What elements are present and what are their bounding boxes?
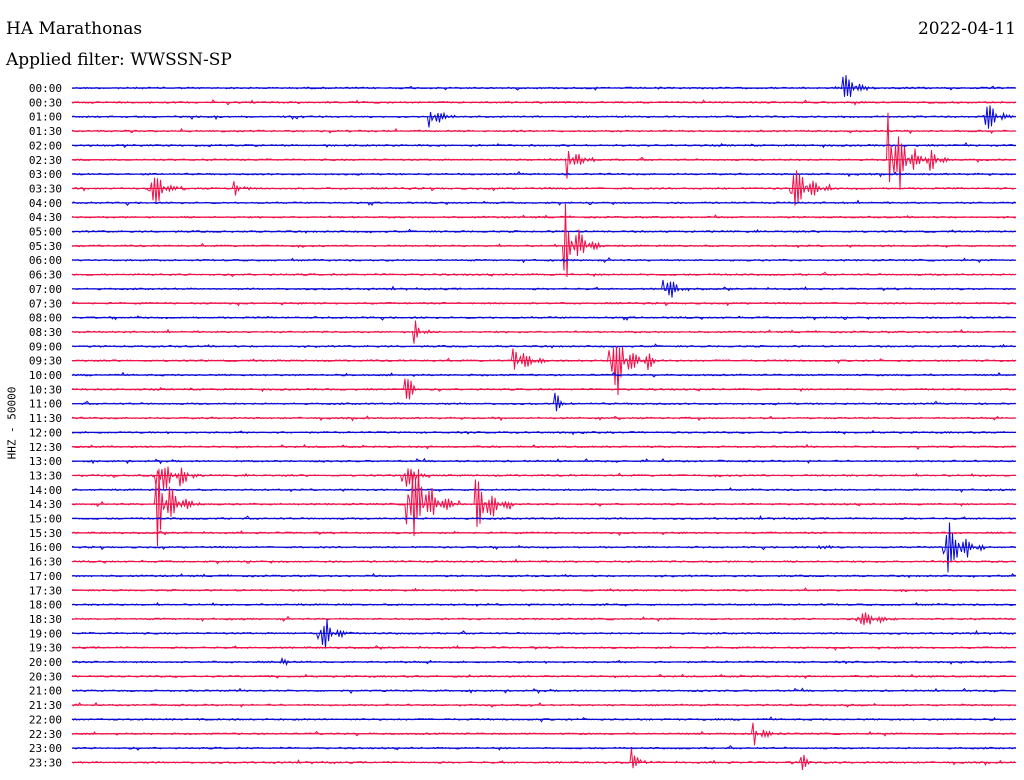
time-label: 04:30: [29, 211, 62, 224]
time-label: 13:00: [29, 455, 62, 468]
time-label: 08:30: [29, 326, 62, 339]
trace-line: [71, 112, 1016, 190]
time-label: 20:30: [29, 670, 62, 683]
time-label: 01:00: [29, 111, 62, 124]
trace-line: [71, 203, 1016, 278]
time-label: 09:00: [29, 340, 62, 353]
time-label: 22:30: [29, 728, 62, 741]
trace-line: [71, 466, 1016, 490]
time-label: 03:00: [29, 168, 62, 181]
time-label: 00:00: [29, 82, 62, 95]
time-label: 23:30: [29, 756, 62, 769]
trace-line: [71, 468, 1016, 547]
time-label: 07:00: [29, 283, 62, 296]
time-label: 09:30: [29, 355, 62, 368]
time-label: 10:30: [29, 383, 62, 396]
time-label: 21:00: [29, 685, 62, 698]
time-label: 19:30: [29, 642, 62, 655]
trace-line: [72, 392, 1016, 412]
time-label: 21:30: [29, 699, 62, 712]
time-label: 11:30: [29, 412, 62, 425]
time-label: 19:00: [29, 627, 62, 640]
time-label: 07:30: [29, 297, 62, 310]
time-label: 06:00: [29, 254, 62, 267]
time-label: 00:30: [29, 96, 62, 109]
time-label: 16:00: [29, 541, 62, 554]
time-label: 17:30: [29, 584, 62, 597]
filter-label: Applied filter: WWSSN-SP: [6, 50, 232, 70]
time-label: 18:00: [29, 599, 62, 612]
record-date: 2022-04-11: [917, 19, 1016, 39]
time-label: 05:30: [29, 240, 62, 253]
time-label: 18:30: [29, 613, 62, 626]
time-label: 15:00: [29, 513, 62, 526]
time-label: 14:30: [29, 498, 62, 511]
time-label: 05:00: [29, 226, 62, 239]
time-label: 13:30: [29, 469, 62, 482]
time-label: 22:00: [29, 713, 62, 726]
time-label: 04:00: [29, 197, 62, 210]
trace-line: [72, 75, 1016, 97]
time-label: 10:00: [29, 369, 62, 382]
time-label: 02:00: [29, 139, 62, 152]
time-label: 20:00: [29, 656, 62, 669]
time-label: 01:30: [29, 125, 62, 138]
time-label: 23:00: [29, 742, 62, 755]
station-title: HA Marathonas: [6, 19, 143, 39]
time-label: 12:00: [29, 426, 62, 439]
trace-line: [71, 748, 1016, 771]
time-label: 14:00: [29, 484, 62, 497]
time-label: 02:30: [29, 154, 62, 167]
time-label: 16:30: [29, 556, 62, 569]
time-label: 08:00: [29, 312, 62, 325]
time-label: 03:30: [29, 182, 62, 195]
time-label: 17:00: [29, 570, 62, 583]
time-label: 11:00: [29, 398, 62, 411]
time-label: 06:30: [29, 269, 62, 282]
trace-line: [72, 346, 1016, 396]
time-label: 12:30: [29, 441, 62, 454]
time-label: 15:30: [29, 527, 62, 540]
